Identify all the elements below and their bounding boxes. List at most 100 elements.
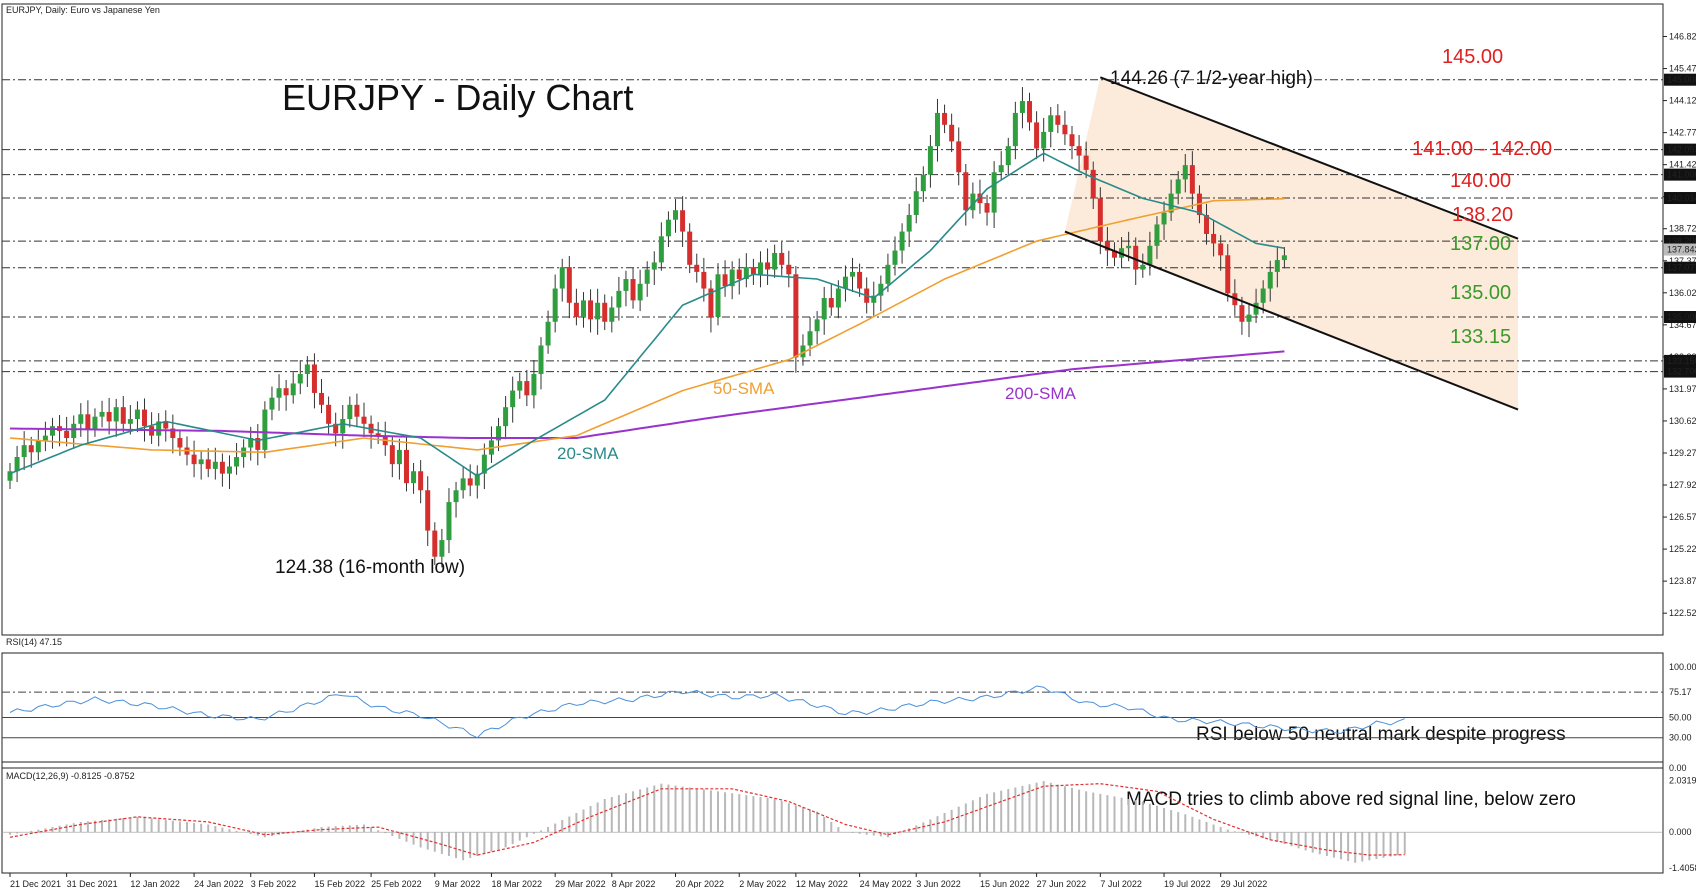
candle-body — [885, 264, 891, 284]
x-tick-label: 12 Jan 2022 — [130, 879, 180, 888]
candle-body — [177, 438, 183, 448]
macd-title: MACD(12,26,9) -0.8125 -0.8752 — [6, 771, 135, 781]
y-tick-label: 127.920 — [1669, 480, 1696, 490]
x-tick-label: 31 Dec 2021 — [67, 879, 118, 888]
candle-body — [1147, 245, 1153, 265]
candle-body — [977, 193, 983, 204]
candle-body — [956, 141, 962, 173]
candle-body — [1239, 305, 1245, 322]
candle-body — [1211, 233, 1217, 244]
macd-annotation: MACD tries to climb above red signal lin… — [1126, 789, 1576, 810]
price-tag — [1664, 192, 1696, 205]
candle-body — [1281, 255, 1287, 261]
candle-body — [1062, 124, 1068, 135]
candle-body — [361, 416, 367, 424]
chart-annotation: 137.00 — [1450, 233, 1511, 255]
candle-body — [226, 466, 232, 474]
candle-body — [290, 383, 296, 396]
candle-body — [205, 459, 211, 469]
price-tag-label: 133.150 — [1667, 356, 1696, 366]
candle-body — [786, 264, 792, 275]
candle-body — [1161, 212, 1167, 225]
candle-body — [793, 274, 799, 358]
candle-body — [219, 461, 225, 474]
candle-body — [963, 172, 969, 211]
price-tag-label: 138.200 — [1667, 236, 1696, 246]
price-tag — [1664, 243, 1696, 256]
candle-body — [673, 210, 679, 220]
candle-body — [580, 300, 586, 318]
candle-body — [49, 426, 55, 436]
candle-body — [1005, 146, 1011, 166]
candle-body — [432, 530, 438, 557]
candle-body — [1069, 134, 1075, 147]
price-tag-label: 132.700 — [1667, 367, 1696, 377]
candle-body — [814, 319, 820, 332]
candle-body — [64, 430, 70, 439]
candle-body — [248, 438, 254, 448]
candle-body — [474, 473, 480, 486]
x-tick-label: 27 Jun 2022 — [1037, 879, 1087, 888]
channel-lower-line — [1064, 230, 1519, 411]
candle-body — [857, 271, 863, 289]
macd-signal-line — [9, 783, 1405, 856]
y-tick-label: 123.870 — [1669, 576, 1696, 586]
candle-body — [1104, 241, 1110, 251]
candle-body — [595, 302, 601, 320]
macd-y-tick-label: 0.000 — [1669, 827, 1692, 837]
price-tag — [1664, 365, 1696, 378]
candle-body — [1076, 146, 1082, 156]
x-tick-label: 21 Dec 2021 — [10, 879, 61, 888]
candle-body — [828, 298, 834, 308]
chart-annotation: 133.15 — [1450, 326, 1511, 348]
candle-body — [545, 321, 551, 346]
candle-body — [304, 364, 310, 374]
candle-body — [340, 419, 346, 434]
rsi-y-tick-label: 100.00 — [1669, 662, 1696, 672]
candle-body — [1274, 260, 1280, 272]
chart-annotation: 124.38 (16-month low) — [275, 557, 465, 578]
candle-body — [892, 250, 898, 265]
candle-body — [835, 288, 841, 308]
x-tick-label: 7 Jul 2022 — [1100, 879, 1142, 888]
candle-body — [1133, 245, 1139, 270]
candle-body — [1034, 122, 1040, 149]
candle-body — [1083, 155, 1089, 170]
candle-body — [7, 471, 13, 481]
candle-body — [1012, 112, 1018, 147]
candle-body — [651, 262, 657, 270]
candle-body — [375, 433, 381, 436]
x-tick-label: 3 Jun 2022 — [916, 879, 961, 888]
candle-body — [800, 345, 806, 358]
x-tick-label: 15 Feb 2022 — [314, 879, 365, 888]
sma20-line — [9, 152, 1285, 477]
y-tick-label: 122.520 — [1669, 608, 1696, 618]
chart-annotation: 144.26 (7 1/2-year high) — [1110, 68, 1313, 89]
y-tick-label: 134.670 — [1669, 320, 1696, 330]
candle-body — [538, 345, 544, 374]
candle-body — [517, 381, 523, 391]
candle-body — [127, 419, 133, 424]
candle-body — [481, 454, 487, 474]
y-tick-label: 146.820 — [1669, 32, 1696, 42]
rsi-title: RSI(14) 47.15 — [6, 637, 62, 647]
candle-body — [984, 203, 990, 213]
candle-body — [1168, 193, 1174, 213]
y-tick-label: 136.020 — [1669, 288, 1696, 298]
candle-body — [262, 409, 268, 450]
candle-body — [927, 146, 933, 175]
rsi-y-tick-label: 0.00 — [1669, 763, 1687, 773]
candle-body — [1140, 264, 1146, 270]
candle-body — [566, 267, 572, 303]
price-tag — [1664, 354, 1696, 367]
candle-body — [106, 411, 112, 422]
channel-fill — [1064, 77, 1519, 410]
candle-body — [1126, 245, 1132, 249]
candle-body — [920, 174, 926, 192]
page-title: EURJPY - Daily Chart — [282, 77, 633, 118]
candle-body — [1019, 101, 1025, 113]
candle-body — [850, 271, 856, 277]
candle-body — [21, 445, 27, 458]
macd-y-tick-label: -1.4058 — [1669, 863, 1696, 873]
